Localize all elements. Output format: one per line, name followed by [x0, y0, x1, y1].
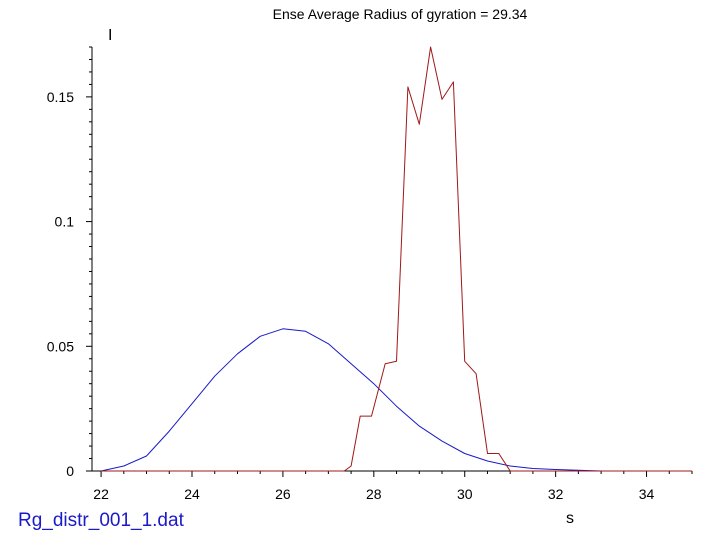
y-tick-label: 0 [66, 463, 74, 479]
x-tick-label: 30 [457, 486, 473, 502]
x-tick-label: 22 [93, 486, 109, 502]
series-line-2 [101, 46, 692, 472]
x-tick-label: 28 [366, 486, 382, 502]
y-tick-label: 0.1 [55, 214, 75, 230]
y-axis-label: I [108, 27, 113, 44]
x-tick-label: 34 [639, 486, 655, 502]
x-axis-label: s [566, 510, 574, 527]
x-tick-label: 24 [184, 486, 200, 502]
file-name-label: Rg_distr_001_1.dat [18, 510, 184, 531]
y-tick-label: 0.05 [47, 338, 74, 354]
y-tick-label: 0.15 [47, 89, 74, 105]
chart-title: Ense Average Radius of gyration = 29.34 [272, 6, 528, 22]
x-tick-label: 26 [275, 486, 291, 502]
series-line-1 [100, 328, 602, 472]
x-tick-label: 32 [548, 486, 564, 502]
